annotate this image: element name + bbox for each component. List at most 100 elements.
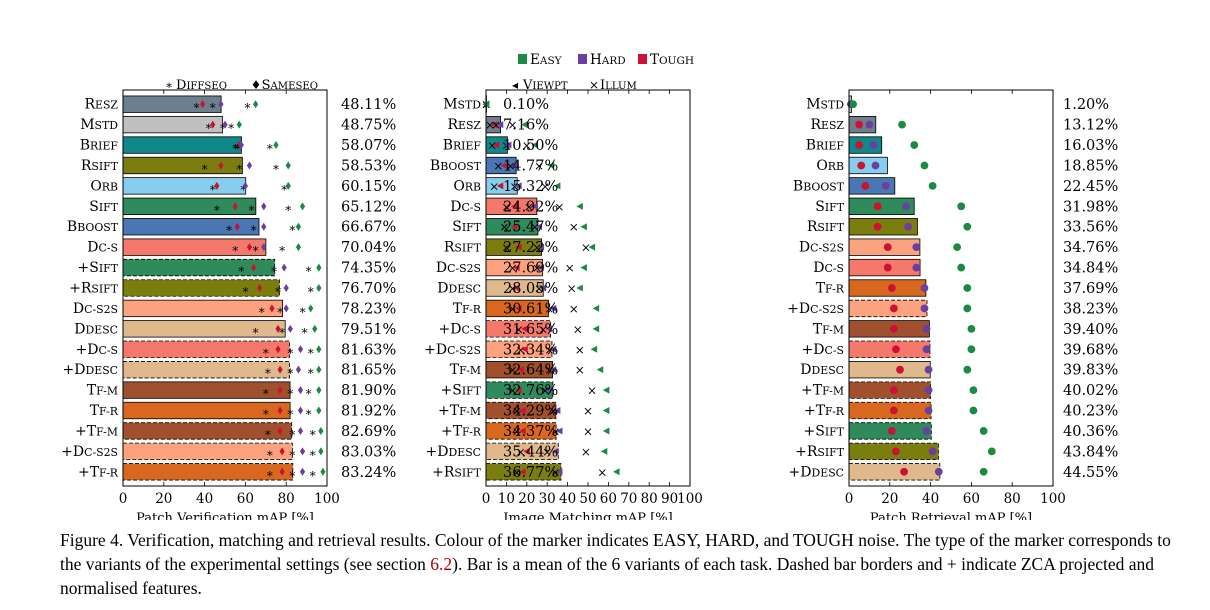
bar-value-label: 34.37% [503, 424, 558, 440]
marker-illum: × [512, 465, 522, 479]
marker-diffseq: ∗ [247, 201, 255, 215]
bar-label: +DDESC [63, 362, 118, 378]
marker-illum: × [507, 363, 517, 377]
marker-illum: × [567, 282, 577, 296]
bar-value-label: 10.50% [503, 138, 558, 154]
bar-group [848, 299, 972, 318]
x-tick-label: 20 [518, 491, 535, 507]
marker-viewpt [602, 407, 610, 415]
bar-value-label: 1.20% [1063, 97, 1109, 113]
marker-illum: × [540, 179, 550, 193]
marker-viewpt [521, 121, 528, 129]
x-tick-label: 40 [559, 491, 576, 507]
marker-illum: × [548, 404, 558, 418]
legend-label: TOUGH [650, 52, 694, 68]
marker-diffseq: ∗ [286, 385, 294, 399]
caption-section-link[interactable]: 6.2 [430, 554, 453, 574]
marker-sameseq [316, 365, 322, 374]
bar-group [848, 381, 978, 399]
marker-diffseq: ∗ [213, 201, 221, 215]
marker-dot [889, 324, 898, 333]
marker-diffseq: ∗ [239, 180, 247, 194]
marker-sameseq [257, 284, 263, 292]
marker-illum: × [487, 139, 497, 153]
marker-viewpt [549, 345, 557, 353]
marker-dot [928, 447, 937, 456]
bar-value-label: 14.77% [503, 158, 558, 174]
marker-dot [887, 427, 896, 435]
marker-dot [873, 222, 882, 231]
marker-dot [896, 365, 904, 374]
marker-sameseq [218, 161, 224, 170]
marker-dot [963, 222, 972, 231]
marker-diffseq: ∗ [288, 446, 296, 460]
bar-value-label: 81.65% [341, 363, 396, 379]
marker-dot [869, 141, 878, 149]
marker-viewpt [531, 141, 538, 149]
bar-value-label: 36.77% [503, 465, 558, 481]
marker-sameseq [281, 263, 287, 272]
marker-sameseq [277, 406, 283, 415]
marker-viewpt [580, 264, 587, 272]
bar-group [848, 258, 966, 277]
marker-illum: × [507, 384, 517, 398]
bar-label: TF-M [450, 362, 481, 378]
marker-dot [898, 120, 906, 129]
bar-group: ××× [485, 136, 538, 154]
marker-diffseq: ∗ [219, 119, 227, 133]
bar-value-label: 28.05% [503, 281, 558, 297]
marker-viewpt [521, 345, 528, 353]
marker-diffseq: ∗ [309, 425, 317, 439]
marker-sameseq [277, 365, 283, 374]
bar-value-label: 24.92% [503, 199, 558, 215]
marker-illum: × [581, 241, 591, 255]
marker-sameseq [279, 467, 285, 476]
marker-illum: × [501, 241, 511, 255]
marker-dot [922, 345, 931, 354]
bar-value-label: 60.15% [341, 179, 396, 195]
marker-illum: × [581, 445, 591, 459]
bar-group: ∗ ∗ ∗ [122, 320, 318, 338]
legend-symbol: × [589, 78, 599, 92]
marker-viewpt [600, 447, 608, 455]
marker-sameseq [297, 386, 304, 395]
marker-diffseq: ∗ [278, 242, 286, 256]
bar-value-label: 58.07% [341, 138, 396, 154]
marker-illum: × [512, 424, 522, 438]
marker-illum: × [507, 118, 517, 132]
marker-sameseq [199, 100, 206, 109]
marker-diffseq: ∗ [274, 283, 282, 297]
marker-diffseq: ∗ [243, 99, 251, 113]
x-axis-label: Image Matching mAP [%] [503, 511, 672, 520]
marker-dot [887, 284, 896, 292]
bar-label: +DC-S2S [424, 342, 481, 358]
marker-dot [865, 120, 874, 129]
marker-diffseq: ∗ [305, 262, 313, 276]
marker-viewpt [519, 427, 526, 435]
marker-illum: × [573, 322, 583, 336]
marker-illum: × [540, 384, 550, 398]
bar-label: ORB [90, 178, 118, 194]
bar-value-label: 33.56% [1063, 220, 1118, 236]
marker-illum: × [522, 139, 532, 153]
bar-value-label: 32.64% [503, 363, 558, 379]
marker-dot [904, 222, 913, 231]
bar-label: +TF-R [441, 423, 482, 439]
bar-group: ∗ ∗ ∗ [122, 197, 306, 215]
marker-viewpt [576, 284, 583, 292]
x-tick-label: 100 [1040, 491, 1066, 507]
marker-dot [892, 447, 900, 456]
bar-label: RSIFT [807, 219, 845, 235]
bar [122, 238, 267, 256]
bar-value-label: 35.44% [503, 444, 558, 460]
bar-label: SIFT [452, 219, 481, 235]
bar-value-label: 43.84% [1063, 444, 1118, 460]
bar [848, 299, 928, 318]
marker-viewpt [549, 366, 557, 374]
marker-illum: × [491, 118, 501, 132]
marker-dot [967, 345, 976, 354]
bar-value-label: 27.69% [503, 261, 558, 277]
marker-viewpt [545, 386, 553, 394]
marker-dot [883, 263, 892, 272]
marker-diffseq: ∗ [231, 140, 239, 154]
